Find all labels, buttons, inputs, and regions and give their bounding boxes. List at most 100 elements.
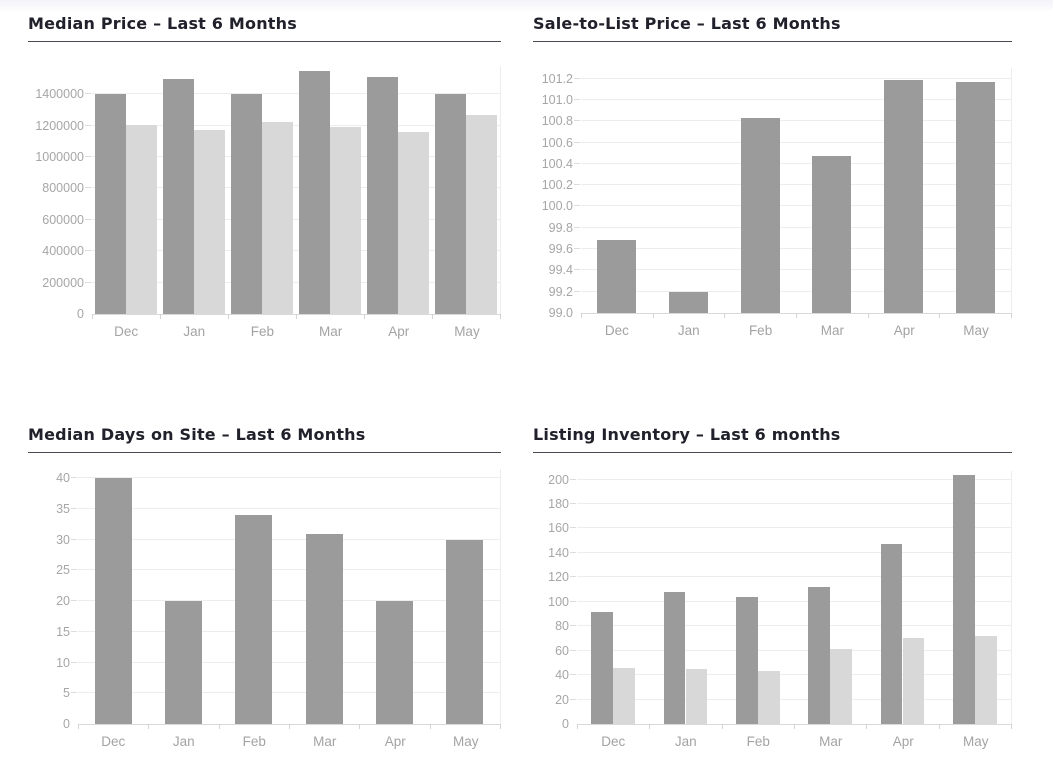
y-axis-label: 15 [56, 624, 70, 639]
x-axis-tick [796, 313, 797, 318]
x-axis-label: Dec [601, 734, 626, 749]
bar-series-1-may [435, 94, 466, 314]
y-axis-label: 140 [548, 545, 569, 560]
x-axis-label: Feb [242, 734, 266, 749]
chart-card-sale-to-list-price: Sale-to-List Price – Last 6 Months 99.0 9… [533, 14, 1012, 338]
x-axis-tick [1011, 724, 1012, 729]
gridline [85, 218, 500, 220]
gridline [574, 162, 1011, 164]
x-axis-label: Mar [820, 323, 845, 338]
gridline [570, 551, 1011, 553]
x-axis-tick [500, 314, 501, 319]
x-axis-label: Jan [183, 324, 206, 339]
x-axis: Dec Jan Feb Mar Apr May [577, 734, 1012, 749]
x-axis-label: Feb [250, 324, 275, 339]
gridline [570, 576, 1011, 578]
axis-tick [570, 698, 576, 700]
y-axis-label: 20 [555, 692, 569, 707]
gridline [85, 250, 500, 252]
y-axis: 0 20 40 60 80 100 120 140 160 180 200 [533, 471, 577, 731]
axis-tick [85, 281, 91, 283]
x-axis-label: May [452, 734, 479, 749]
gridline [570, 527, 1011, 529]
y-axis: 0 200000 400000 600000 800000 1000000 1200000 1… [28, 66, 92, 321]
x-axis-label: Jan [172, 734, 195, 749]
gridline [574, 290, 1011, 292]
y-axis-label: 800000 [42, 181, 84, 196]
chart-title-listing-inventory: Listing Inventory – Last 6 months [533, 425, 1012, 453]
x-axis-label: May [963, 323, 989, 338]
chart-card-median-price: Median Price – Last 6 Months 0 200000 4000… [28, 14, 501, 339]
y-axis-label: 120 [548, 570, 569, 585]
x-axis-tick [939, 313, 941, 318]
bar-series-1-jan [164, 601, 203, 724]
x-axis-label: Feb [748, 323, 773, 338]
axis-tick [574, 77, 580, 79]
axis-tick [574, 120, 580, 122]
bar-series-2-feb [262, 121, 293, 314]
x-axis-label: Dec [604, 323, 629, 338]
x-axis-label: Mar [313, 734, 337, 749]
y-axis: 0 5 10 15 20 25 30 35 40 [28, 469, 78, 731]
gridline [71, 538, 500, 540]
bar-series-1-mar [812, 156, 852, 313]
plot-area [71, 469, 501, 729]
axis-tick [570, 503, 576, 504]
y-axis-label: 100.6 [541, 135, 573, 150]
y-axis-label: 20 [56, 594, 70, 609]
x-axis-tick [794, 724, 795, 729]
bar-series-1-mar [299, 70, 330, 314]
axis-tick [574, 205, 580, 207]
y-axis-label: 10 [56, 655, 70, 670]
axis-tick [570, 527, 576, 529]
bar-series-2-apr [902, 638, 925, 724]
axis-tick [570, 649, 576, 651]
gridline [574, 184, 1011, 186]
gridline [570, 625, 1011, 627]
axis-tick [71, 600, 77, 602]
axis-tick [574, 98, 580, 100]
axis-tick [574, 162, 580, 164]
x-axis: Dec Jan Feb Mar Apr May [92, 324, 501, 339]
bar-chart-sale-to-list-price: 99.0 99.2 99.4 99.6 99.8 100.0 100.2 100.4 100.6… [533, 68, 1012, 338]
axis-tick [570, 478, 576, 480]
y-axis-label: 200 [548, 472, 569, 487]
x-axis-label: Apr [384, 734, 406, 749]
bar-series-2-mar [330, 127, 361, 314]
bar-series-1-feb [231, 94, 262, 314]
plot-area [85, 66, 501, 319]
axis-tick [85, 124, 91, 126]
bar-series-1-dec [597, 239, 637, 313]
axis-tick [574, 248, 580, 250]
y-axis-label: 40 [56, 471, 70, 486]
y-axis-label: 0 [562, 717, 569, 731]
bar-series-2-jan [194, 130, 225, 314]
bar-series-1-feb [235, 515, 273, 724]
gridline [574, 248, 1011, 250]
bar-series-2-dec [125, 124, 157, 314]
bar-series-2-mar [830, 649, 852, 724]
x-axis-tick [92, 314, 93, 319]
gridline [570, 600, 1011, 602]
axis-tick [85, 93, 91, 95]
bar-series-1-apr [884, 79, 923, 313]
axis-tick [574, 226, 580, 228]
chart-title-median-price: Median Price – Last 6 Months [28, 14, 501, 42]
x-axis-tick [429, 724, 431, 729]
axis-tick [85, 156, 91, 158]
axis-tick [71, 538, 77, 540]
y-axis-label: 100.2 [541, 178, 573, 193]
gridline [71, 600, 500, 602]
x-axis-tick [359, 724, 361, 729]
gridline [85, 156, 500, 158]
gridline [574, 120, 1011, 122]
axis-tick [71, 692, 77, 694]
gridline [71, 692, 500, 694]
x-axis-label: Apr [388, 324, 410, 339]
bar-chart-median-price: 0 200000 400000 600000 800000 1000000 1200000 1… [28, 66, 501, 339]
x-axis-label: Apr [892, 734, 914, 749]
bar-series-2-feb [757, 671, 780, 724]
y-axis-label: 99.4 [548, 263, 573, 278]
x-axis-tick [227, 314, 229, 319]
bar-series-1-mar [808, 587, 831, 724]
